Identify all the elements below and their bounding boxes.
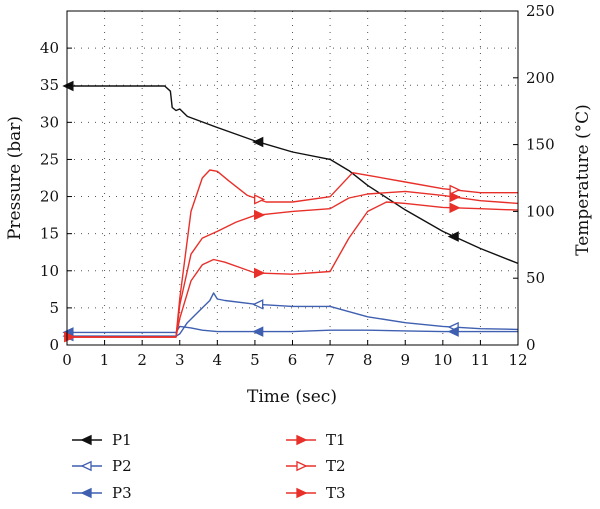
series-marker bbox=[296, 434, 308, 446]
x-tick-label: 8 bbox=[363, 351, 373, 369]
y-right-tick-label: 100 bbox=[526, 202, 555, 220]
series-marker bbox=[296, 487, 308, 499]
series-line bbox=[67, 190, 519, 338]
legend-item-p2: P2 bbox=[72, 457, 132, 475]
series-marker bbox=[254, 194, 266, 205]
legend-item-p1: P1 bbox=[72, 431, 132, 449]
series-marker bbox=[80, 434, 92, 446]
x-tick-label: 2 bbox=[137, 351, 147, 369]
legend-label: T2 bbox=[326, 457, 346, 475]
legend-label: T3 bbox=[326, 484, 346, 502]
series-layer bbox=[62, 80, 519, 343]
series-marker bbox=[62, 80, 74, 92]
y-right-tick-label: 50 bbox=[526, 269, 545, 287]
x-tick-label: 3 bbox=[175, 351, 185, 369]
legend-label: P1 bbox=[112, 431, 132, 449]
x-tick-label: 6 bbox=[288, 351, 298, 369]
y-right-tick-label: 0 bbox=[526, 336, 536, 354]
y-axis-right-title: Temperature (°C) bbox=[573, 104, 593, 256]
series-line bbox=[67, 201, 519, 338]
y-left-tick-label: 35 bbox=[40, 76, 59, 94]
series-marker bbox=[254, 209, 266, 221]
x-tick-label: 12 bbox=[508, 351, 527, 369]
y-left-tick-label: 10 bbox=[40, 262, 59, 280]
series-marker bbox=[449, 202, 461, 214]
series-marker bbox=[254, 267, 266, 279]
plot-frame bbox=[66, 10, 519, 346]
legend-item-t2: T2 bbox=[286, 457, 346, 475]
series-t3 bbox=[64, 190, 519, 343]
x-tick-label: 5 bbox=[250, 351, 260, 369]
y-left-tick-label: 20 bbox=[40, 188, 59, 206]
series-line bbox=[67, 292, 519, 337]
series-marker bbox=[447, 231, 459, 242]
ticks: 0 1 2 3 4 5 6 7 8 9 10 11 12051015202530354005010015… bbox=[40, 2, 555, 369]
series-marker bbox=[252, 136, 264, 148]
x-tick-label: 1 bbox=[100, 351, 110, 369]
y-left-tick-label: 15 bbox=[40, 225, 59, 243]
x-tick-label: 0 bbox=[62, 351, 72, 369]
legend-label: P2 bbox=[112, 457, 132, 475]
series-marker bbox=[449, 191, 461, 203]
series-marker bbox=[80, 460, 92, 472]
y-left-tick-label: 40 bbox=[40, 39, 59, 57]
series-marker bbox=[252, 326, 264, 337]
legend-item-p3: P3 bbox=[72, 484, 132, 502]
y-left-tick-label: 0 bbox=[49, 336, 59, 354]
series-marker bbox=[252, 299, 264, 310]
series-t1 bbox=[64, 201, 519, 343]
legend: P1 P2 P3 T1 T2 T3 bbox=[72, 431, 346, 502]
y-right-tick-label: 200 bbox=[526, 69, 555, 87]
x-tick-label: 10 bbox=[433, 351, 452, 369]
y-left-tick-label: 30 bbox=[40, 113, 59, 131]
series-marker bbox=[449, 184, 461, 196]
x-tick-label: 9 bbox=[400, 351, 410, 369]
y-right-tick-label: 150 bbox=[526, 136, 555, 154]
legend-label: P3 bbox=[112, 484, 132, 502]
series-marker bbox=[447, 326, 459, 337]
y-left-tick-label: 25 bbox=[40, 150, 59, 168]
series-marker bbox=[296, 460, 308, 472]
grid-lines bbox=[67, 11, 518, 345]
legend-item-t3: T3 bbox=[286, 484, 346, 502]
series-p1 bbox=[62, 80, 519, 265]
x-tick-label: 4 bbox=[213, 351, 223, 369]
series-marker bbox=[80, 487, 92, 499]
y-left-tick-label: 5 bbox=[49, 299, 59, 317]
series-p3 bbox=[62, 325, 518, 338]
y-axis-left-title: Pressure (bar) bbox=[5, 116, 25, 240]
series-line bbox=[67, 325, 518, 334]
legend-item-t1: T1 bbox=[286, 431, 346, 449]
x-tick-label: 7 bbox=[325, 351, 335, 369]
series-line bbox=[67, 169, 518, 338]
series-p2 bbox=[62, 292, 519, 342]
legend-label: T1 bbox=[326, 431, 346, 449]
y-right-tick-label: 250 bbox=[526, 2, 555, 20]
x-axis-title: Time (sec) bbox=[247, 387, 337, 407]
x-tick-label: 11 bbox=[471, 351, 490, 369]
